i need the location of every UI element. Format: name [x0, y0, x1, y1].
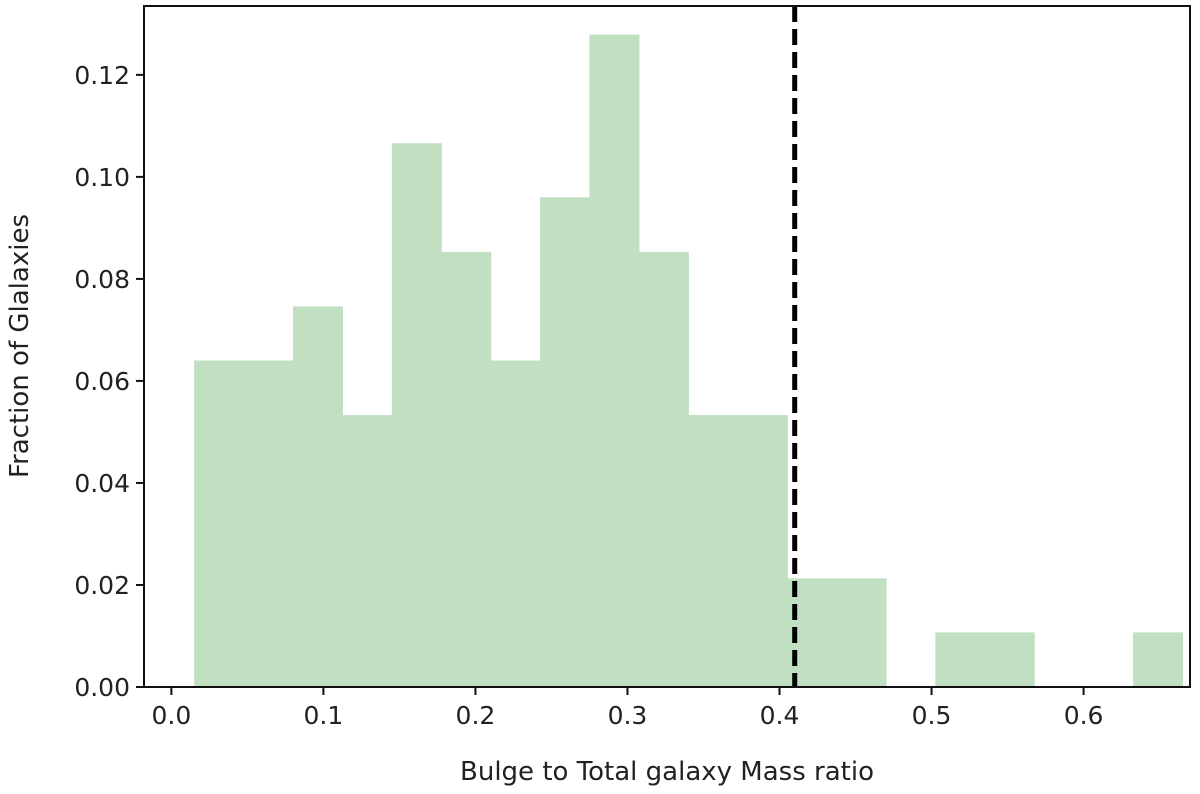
- x-tick-label-6: 0.6: [1064, 701, 1104, 730]
- histogram-bar-10: [688, 415, 739, 687]
- histogram-bars: [194, 34, 1183, 688]
- y-tick-label-0: 0.00: [74, 673, 130, 702]
- y-tick-label-1: 0.02: [74, 571, 130, 600]
- histogram-bar-13: [836, 578, 887, 687]
- x-axis-ticks: 0.0 0.1 0.2 0.3 0.4 0.5 0.6: [151, 687, 1103, 730]
- histogram-bar-19: [1132, 632, 1183, 687]
- histogram-bar-9: [638, 251, 689, 687]
- y-tick-label-6: 0.12: [74, 61, 130, 90]
- x-tick-label-4: 0.4: [760, 701, 800, 730]
- y-tick-label-3: 0.06: [74, 367, 130, 396]
- y-tick-label-2: 0.04: [74, 469, 130, 498]
- x-axis-title: Bulge to Total galaxy Mass ratio: [460, 757, 874, 787]
- y-tick-label-5: 0.10: [74, 163, 130, 192]
- y-axis-ticks: 0.00 0.02 0.04 0.06 0.08 0.10 0.12: [74, 61, 144, 702]
- histogram-bar-11: [737, 415, 788, 687]
- y-tick-label-4: 0.08: [74, 265, 130, 294]
- x-tick-label-2: 0.2: [456, 701, 496, 730]
- histogram-bar-7: [540, 197, 591, 688]
- histogram-bar-2: [292, 306, 343, 687]
- x-tick-label-3: 0.3: [608, 701, 648, 730]
- histogram-bar-6: [490, 360, 541, 687]
- histogram-bar-4: [391, 143, 442, 688]
- histogram-bar-0: [194, 360, 245, 687]
- x-tick-label-0: 0.0: [151, 701, 191, 730]
- plot-frame: [143, 5, 1191, 688]
- y-axis-title: Fraction of Glalaxies: [5, 214, 35, 478]
- histogram-bar-3: [342, 415, 393, 687]
- histogram-bar-1: [243, 360, 294, 687]
- x-tick-label-5: 0.5: [912, 701, 952, 730]
- x-tick-label-1: 0.1: [304, 701, 344, 730]
- histogram-bar-15: [935, 632, 986, 687]
- histogram-bar-5: [441, 251, 492, 687]
- histogram-bar-16: [984, 632, 1035, 687]
- histogram-bar-8: [589, 34, 640, 687]
